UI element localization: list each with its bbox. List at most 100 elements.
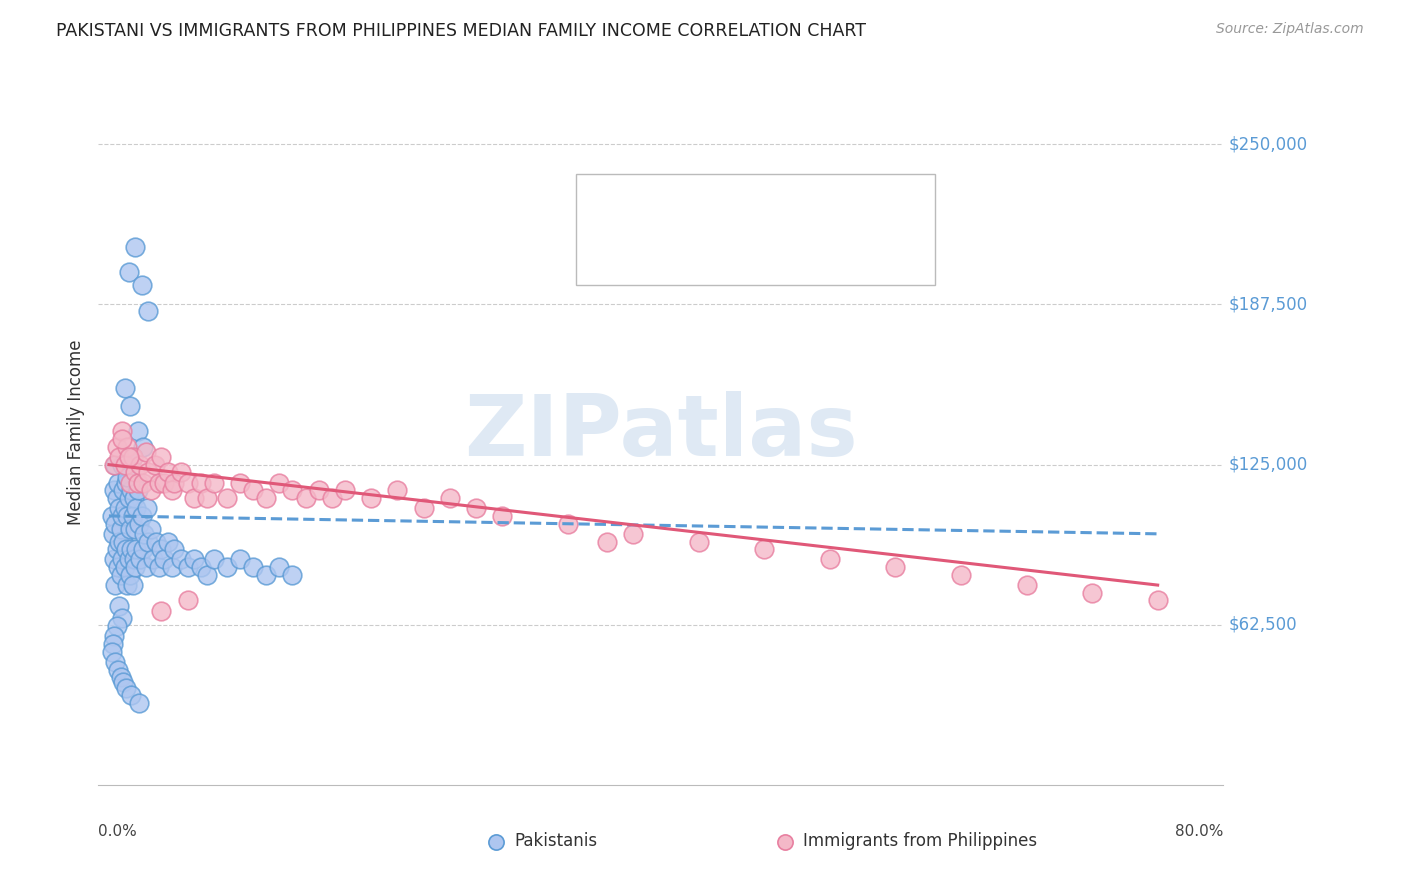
Point <box>143 458 166 472</box>
Point <box>118 567 141 582</box>
Point <box>118 475 141 490</box>
Point <box>115 542 138 557</box>
Point <box>176 560 198 574</box>
Point <box>105 440 128 454</box>
Point <box>195 567 218 582</box>
Point <box>124 522 146 536</box>
Point <box>103 483 125 498</box>
Point <box>131 508 153 523</box>
Point <box>117 508 139 523</box>
Point <box>135 445 157 459</box>
Point <box>818 552 841 566</box>
Point <box>111 552 134 566</box>
Point <box>132 440 155 454</box>
Point <box>950 567 973 582</box>
Point <box>111 432 134 446</box>
Point <box>150 542 173 557</box>
Point <box>121 578 143 592</box>
Point <box>121 450 143 464</box>
Point <box>115 681 138 695</box>
Point <box>108 450 131 464</box>
Text: $250,000: $250,000 <box>1229 136 1308 153</box>
Point <box>156 466 179 480</box>
Point <box>100 645 122 659</box>
Point <box>112 675 135 690</box>
Point <box>602 197 624 211</box>
Point <box>1146 593 1168 607</box>
Point <box>602 237 624 252</box>
Point <box>110 522 132 536</box>
Point <box>163 475 186 490</box>
Point <box>105 542 128 557</box>
Point <box>596 534 619 549</box>
Point <box>134 526 156 541</box>
Point <box>104 516 127 531</box>
Point <box>101 637 124 651</box>
Point <box>754 542 776 557</box>
Point <box>117 450 139 464</box>
Point <box>439 491 461 505</box>
Point <box>183 552 205 566</box>
Point <box>103 552 125 566</box>
Point <box>215 491 238 505</box>
Point <box>114 458 136 472</box>
Point <box>136 304 159 318</box>
Point <box>156 534 179 549</box>
Point <box>104 655 127 669</box>
Point <box>124 560 146 574</box>
Point <box>117 491 139 505</box>
Point <box>120 483 142 498</box>
Point <box>773 835 796 849</box>
Point <box>145 534 167 549</box>
Point <box>688 534 710 549</box>
Point <box>110 670 132 684</box>
Point <box>127 425 149 439</box>
Point <box>621 526 644 541</box>
Point <box>242 560 264 574</box>
Point <box>160 483 183 498</box>
Point <box>333 483 356 498</box>
Point <box>190 560 212 574</box>
Point <box>150 604 173 618</box>
Text: ZIPatlas: ZIPatlas <box>464 391 858 475</box>
Point <box>360 491 382 505</box>
Point <box>215 560 238 574</box>
Point <box>139 522 162 536</box>
Point <box>105 619 128 633</box>
Point <box>117 470 139 484</box>
Point <box>491 508 513 523</box>
Point <box>122 491 145 505</box>
Point <box>153 475 176 490</box>
Point <box>139 483 162 498</box>
Point <box>112 483 135 498</box>
Text: Pakistanis: Pakistanis <box>515 832 598 850</box>
Point <box>150 450 173 464</box>
Point <box>108 534 131 549</box>
Point <box>100 508 122 523</box>
Point <box>242 483 264 498</box>
Point <box>281 567 304 582</box>
Point <box>229 475 252 490</box>
Point <box>308 483 330 498</box>
Point <box>111 458 134 472</box>
Point <box>101 526 124 541</box>
Point <box>412 501 434 516</box>
Point <box>111 611 134 625</box>
Point <box>127 475 149 490</box>
Point <box>104 578 127 592</box>
Point <box>281 483 304 498</box>
Y-axis label: Median Family Income: Median Family Income <box>66 340 84 525</box>
Point <box>557 516 579 531</box>
Point <box>125 542 148 557</box>
Point <box>128 696 150 710</box>
Point <box>120 688 142 702</box>
Text: $187,500: $187,500 <box>1229 295 1308 313</box>
Point <box>321 491 343 505</box>
Point <box>485 835 508 849</box>
Point <box>176 593 198 607</box>
Point <box>160 560 183 574</box>
Point <box>117 265 139 279</box>
Point <box>195 491 218 505</box>
Point <box>170 466 193 480</box>
Point <box>136 466 159 480</box>
